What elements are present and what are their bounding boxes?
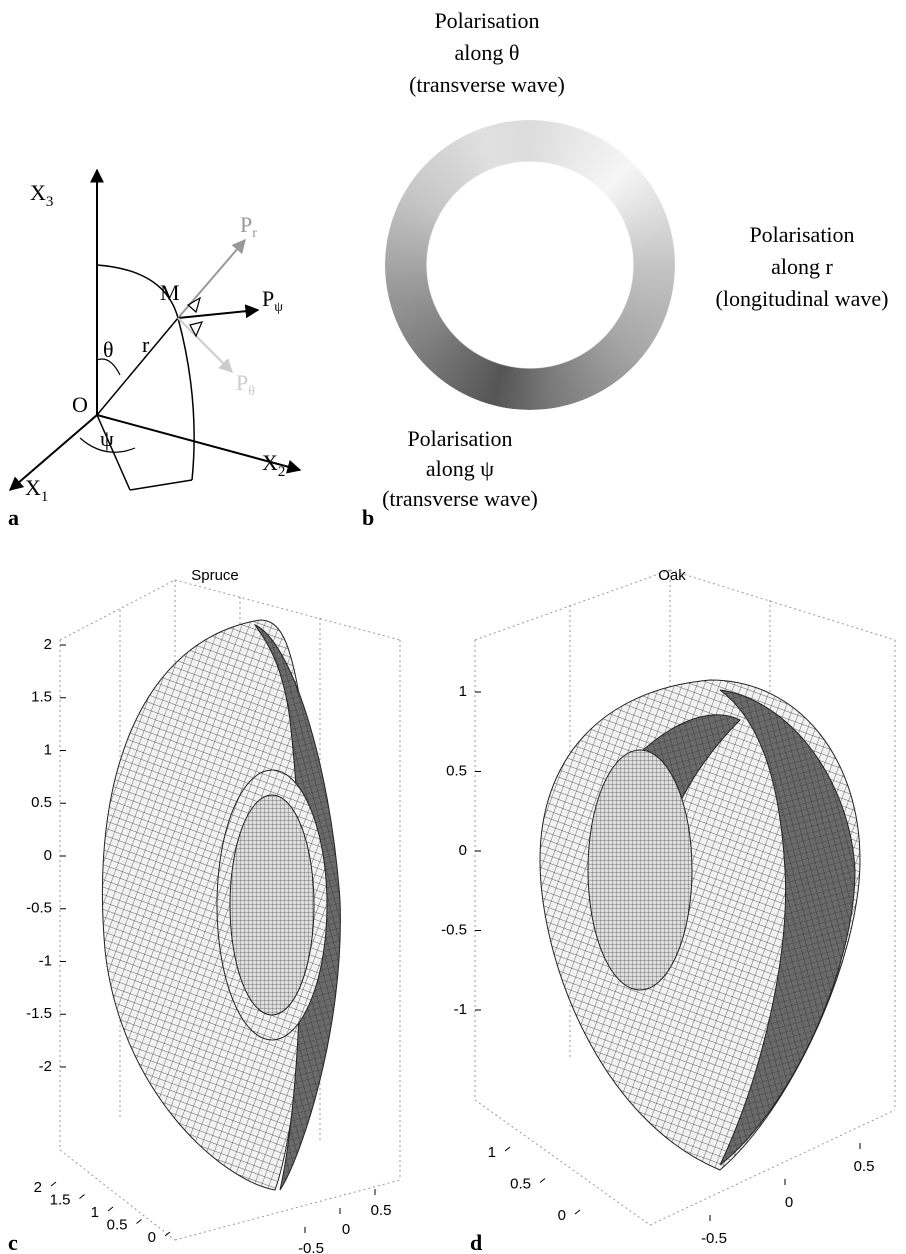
tick-label: -0.5: [26, 900, 52, 917]
tick-label: 0.5: [371, 1202, 392, 1219]
tick-label: -1.5: [26, 1005, 52, 1022]
tick-mark: [574, 1209, 581, 1215]
tick-label: 0.5: [31, 794, 52, 811]
annotation: Polarisation: [749, 222, 854, 247]
tick-label: 1.5: [50, 1191, 71, 1208]
annotation: along θ: [455, 40, 520, 65]
label-sub: 3: [46, 194, 54, 210]
annotation: along r: [771, 254, 833, 279]
tick-mark: [107, 1206, 114, 1212]
tick-label: -0.5: [298, 1240, 324, 1254]
panel-c-labels: Spruce c: [8, 567, 239, 1254]
tick-label: 0.5: [510, 1175, 531, 1192]
tick-label: 0: [44, 847, 52, 864]
tick-label: 0.5: [446, 762, 467, 779]
tick-label: 1: [44, 741, 52, 758]
tick-mark: [539, 1178, 546, 1183]
axis-label: X2: [262, 450, 285, 480]
tick-label: 0: [342, 1221, 350, 1238]
panel-label: a: [8, 505, 19, 530]
tick-label: 0.5: [854, 1158, 875, 1175]
polarisation-ring: [385, 120, 675, 410]
label-sub: θ: [248, 384, 255, 399]
annotation: (transverse wave): [382, 486, 538, 511]
label-sub: r: [252, 226, 257, 241]
panel-label: b: [362, 505, 374, 530]
vector-label: Pψ: [262, 286, 283, 315]
label-base: P: [236, 370, 248, 395]
axis-label: X3: [30, 180, 53, 210]
annotation: (transverse wave): [409, 72, 565, 97]
tick-label: 0: [785, 1194, 793, 1211]
tick-label: -0.5: [441, 921, 467, 938]
label-base: X: [262, 450, 278, 475]
tick-label: 0: [459, 842, 467, 859]
tick-label: 1: [488, 1144, 496, 1161]
tick-label: -1: [39, 952, 52, 969]
tick-label: 1.5: [31, 689, 52, 706]
annotation: (longitudinal wave): [716, 286, 889, 311]
annotation: Polarisation: [407, 426, 512, 451]
vector-label: Pθ: [236, 370, 255, 399]
tick-label: -1: [454, 1001, 467, 1018]
radius-label: r: [142, 332, 150, 357]
angle-label: θ: [103, 337, 114, 362]
tick-label: 0: [558, 1207, 566, 1224]
annotation: Polarisation: [434, 8, 539, 33]
tick-mark: [136, 1219, 142, 1224]
panel-a-diagram: [8, 168, 302, 491]
spruce-surface: [101, 619, 341, 1191]
oak-surface: [539, 679, 861, 1171]
tick-mark: [79, 1194, 85, 1199]
panel-a-labels: X3 X1 X2 M O θ r ψ Pr Pψ Pθ a: [8, 180, 285, 530]
tick-mark: [50, 1181, 57, 1187]
label-base: P: [240, 212, 252, 237]
tick-mark: [164, 1231, 171, 1237]
tick-label: 0: [148, 1229, 156, 1246]
label-base: X: [25, 475, 41, 500]
label-base: X: [30, 180, 46, 205]
tick-label: 2: [34, 1179, 42, 1196]
axis-label: X1: [25, 475, 48, 505]
annotation: along ψ: [426, 456, 494, 481]
tick-mark: [504, 1146, 511, 1152]
label-sub: 1: [41, 489, 49, 505]
panel-label: d: [470, 1230, 482, 1254]
tick-label: 1: [91, 1204, 99, 1221]
label-sub: ψ: [274, 300, 283, 315]
tick-label: 1: [459, 683, 467, 700]
label-base: P: [262, 286, 274, 311]
plot-title: Spruce: [191, 567, 239, 584]
tick-label: 0.5: [107, 1216, 128, 1233]
vector-label: Pr: [240, 212, 257, 241]
panel-label: c: [8, 1230, 18, 1254]
point-label: M: [160, 280, 180, 305]
tick-label: 2: [44, 636, 52, 653]
panel-b-labels: Polarisation along θ (transverse wave) P…: [362, 8, 888, 530]
angle-label: ψ: [100, 426, 114, 451]
panel-d-labels: Oak d: [470, 567, 686, 1254]
plot-title: Oak: [658, 567, 686, 584]
label-sub: 2: [278, 464, 286, 480]
origin-label: O: [72, 392, 88, 417]
tick-label: -2: [39, 1058, 52, 1075]
tick-label: -0.5: [701, 1230, 727, 1247]
